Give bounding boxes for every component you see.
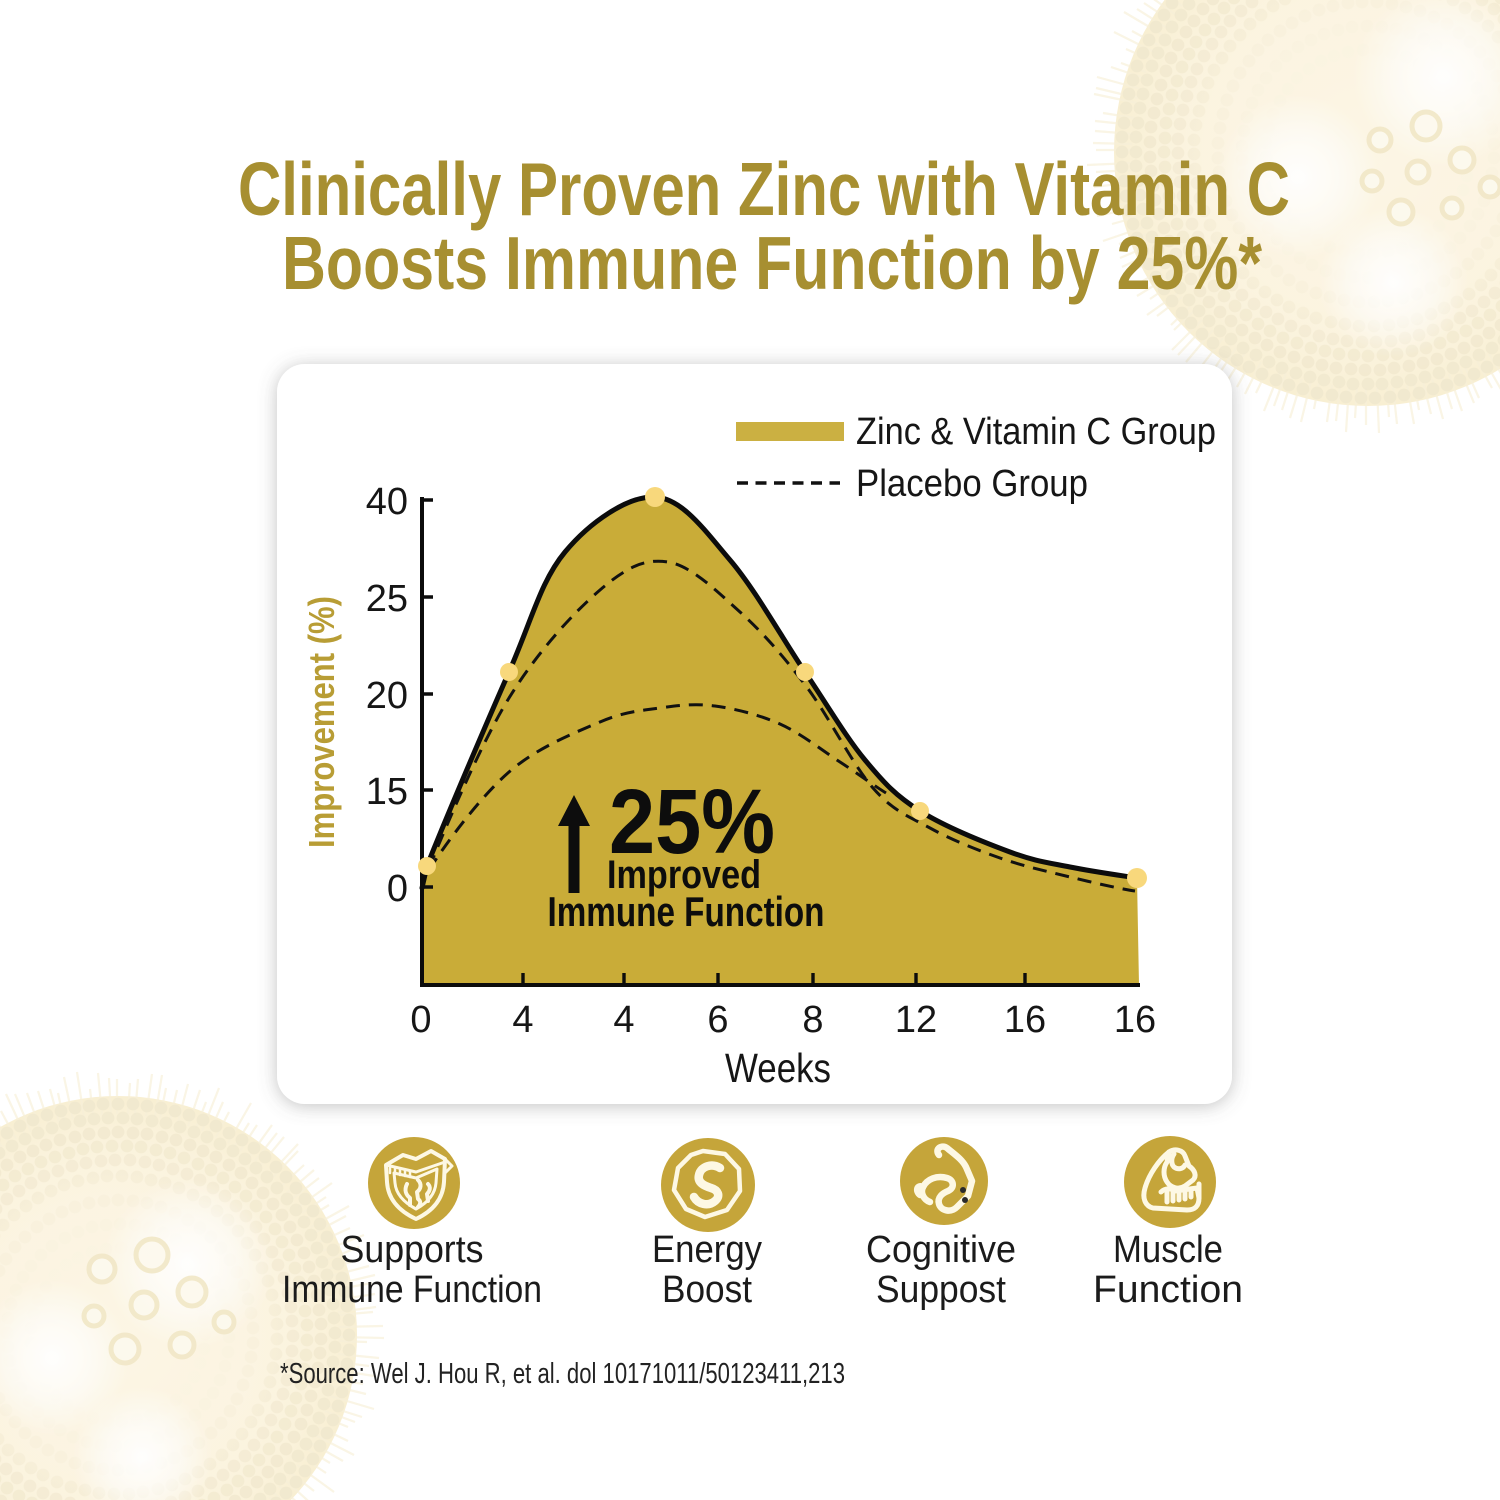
svg-text:0: 0 [410,999,431,1041]
svg-text:Suppost: Suppost [876,1269,1006,1311]
svg-text:Function: Function [1093,1269,1243,1311]
svg-text:25%: 25% [609,771,775,873]
svg-text:40: 40 [366,481,408,523]
svg-text:Immune Function: Immune Function [282,1269,542,1311]
svg-text:Improved: Improved [607,853,761,897]
svg-text:Clinically Proven Zinc with Vi: Clinically Proven Zinc with Vitamin C [238,147,1290,231]
svg-text:Boosts Immune Function by 25%*: Boosts Immune Function by 25%* [282,221,1263,305]
svg-text:25: 25 [366,578,408,620]
svg-text:4: 4 [613,999,634,1041]
svg-text:Boost: Boost [662,1269,752,1311]
svg-text:16: 16 [1004,999,1046,1041]
svg-text:*Source: Wel J. Hou R, et al.: *Source: Wel J. Hou R, et al. dol 101710… [280,1358,845,1390]
svg-text:8: 8 [802,999,823,1041]
svg-text:Weeks: Weeks [725,1045,831,1091]
svg-text:12: 12 [895,999,937,1041]
svg-text:Zinc & Vitamin C Group: Zinc & Vitamin C Group [856,411,1216,453]
svg-text:4: 4 [512,999,533,1041]
svg-text:Improvement (%): Improvement (%) [301,596,342,848]
svg-text:15: 15 [366,771,408,813]
svg-text:20: 20 [366,675,408,717]
svg-text:0: 0 [387,868,408,910]
svg-text:Cognitive: Cognitive [866,1229,1016,1271]
svg-text:Supports: Supports [341,1229,484,1271]
svg-text:Placebo Group: Placebo Group [856,463,1088,505]
svg-text:Muscle: Muscle [1113,1229,1223,1271]
svg-text:6: 6 [707,999,728,1041]
svg-text:Energy: Energy [652,1229,762,1271]
svg-text:Immune Function: Immune Function [548,888,825,935]
svg-text:16: 16 [1114,999,1156,1041]
